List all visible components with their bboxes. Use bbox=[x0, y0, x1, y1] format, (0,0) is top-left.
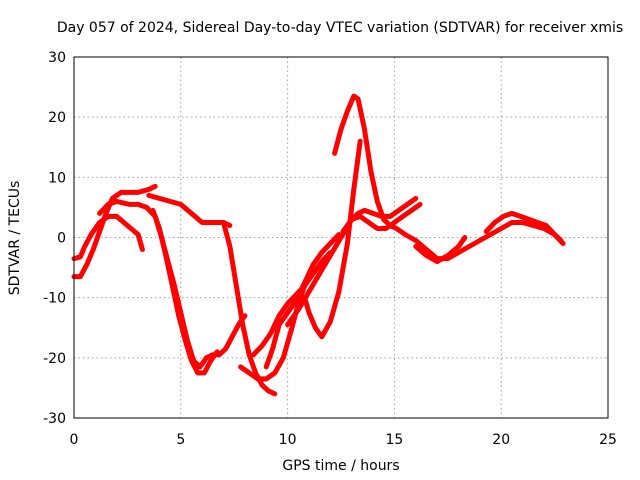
y-tick-label: 20 bbox=[48, 110, 66, 126]
series-arc-9 bbox=[285, 195, 419, 328]
x-tick-label: 25 bbox=[599, 432, 617, 448]
series-arc-12 bbox=[340, 201, 423, 234]
y-tick-label: 30 bbox=[48, 50, 66, 66]
plot-frame bbox=[73, 56, 609, 419]
series-arc-15 bbox=[263, 232, 342, 370]
x-tick-label: 20 bbox=[492, 432, 510, 448]
x-tick-label: 10 bbox=[279, 432, 297, 448]
y-axis-label: SDTVAR / TECUs bbox=[7, 181, 23, 296]
y-tick-label: -20 bbox=[43, 351, 66, 367]
series-arc-11 bbox=[332, 93, 566, 262]
series-arc-3 bbox=[97, 198, 248, 370]
chart-title: Day 057 of 2024, Sidereal Day-to-day VTE… bbox=[57, 20, 623, 36]
y-tick-label: 10 bbox=[48, 170, 66, 186]
series-arc-14 bbox=[483, 210, 564, 243]
x-tick-labels: 0 5 10 15 20 25 bbox=[70, 432, 617, 448]
series-arc-4 bbox=[146, 192, 233, 228]
x-tick-label: 15 bbox=[385, 432, 403, 448]
series-arc-10 bbox=[302, 138, 363, 340]
x-tick-label: 0 bbox=[70, 432, 79, 448]
y-tick-labels: -30 -20 -10 0 10 20 30 bbox=[43, 50, 66, 427]
y-tick-label: -10 bbox=[43, 291, 66, 307]
series-arc-13 bbox=[413, 235, 468, 265]
series-arc-6 bbox=[221, 220, 278, 397]
data-series bbox=[71, 93, 566, 397]
y-tick-label: 0 bbox=[57, 231, 66, 247]
series-arc-8 bbox=[250, 250, 333, 358]
x-axis-label: GPS time / hours bbox=[282, 458, 399, 474]
x-tick-label: 5 bbox=[176, 432, 185, 448]
series-arc-5 bbox=[150, 207, 220, 376]
y-tick-label: -30 bbox=[43, 411, 66, 427]
